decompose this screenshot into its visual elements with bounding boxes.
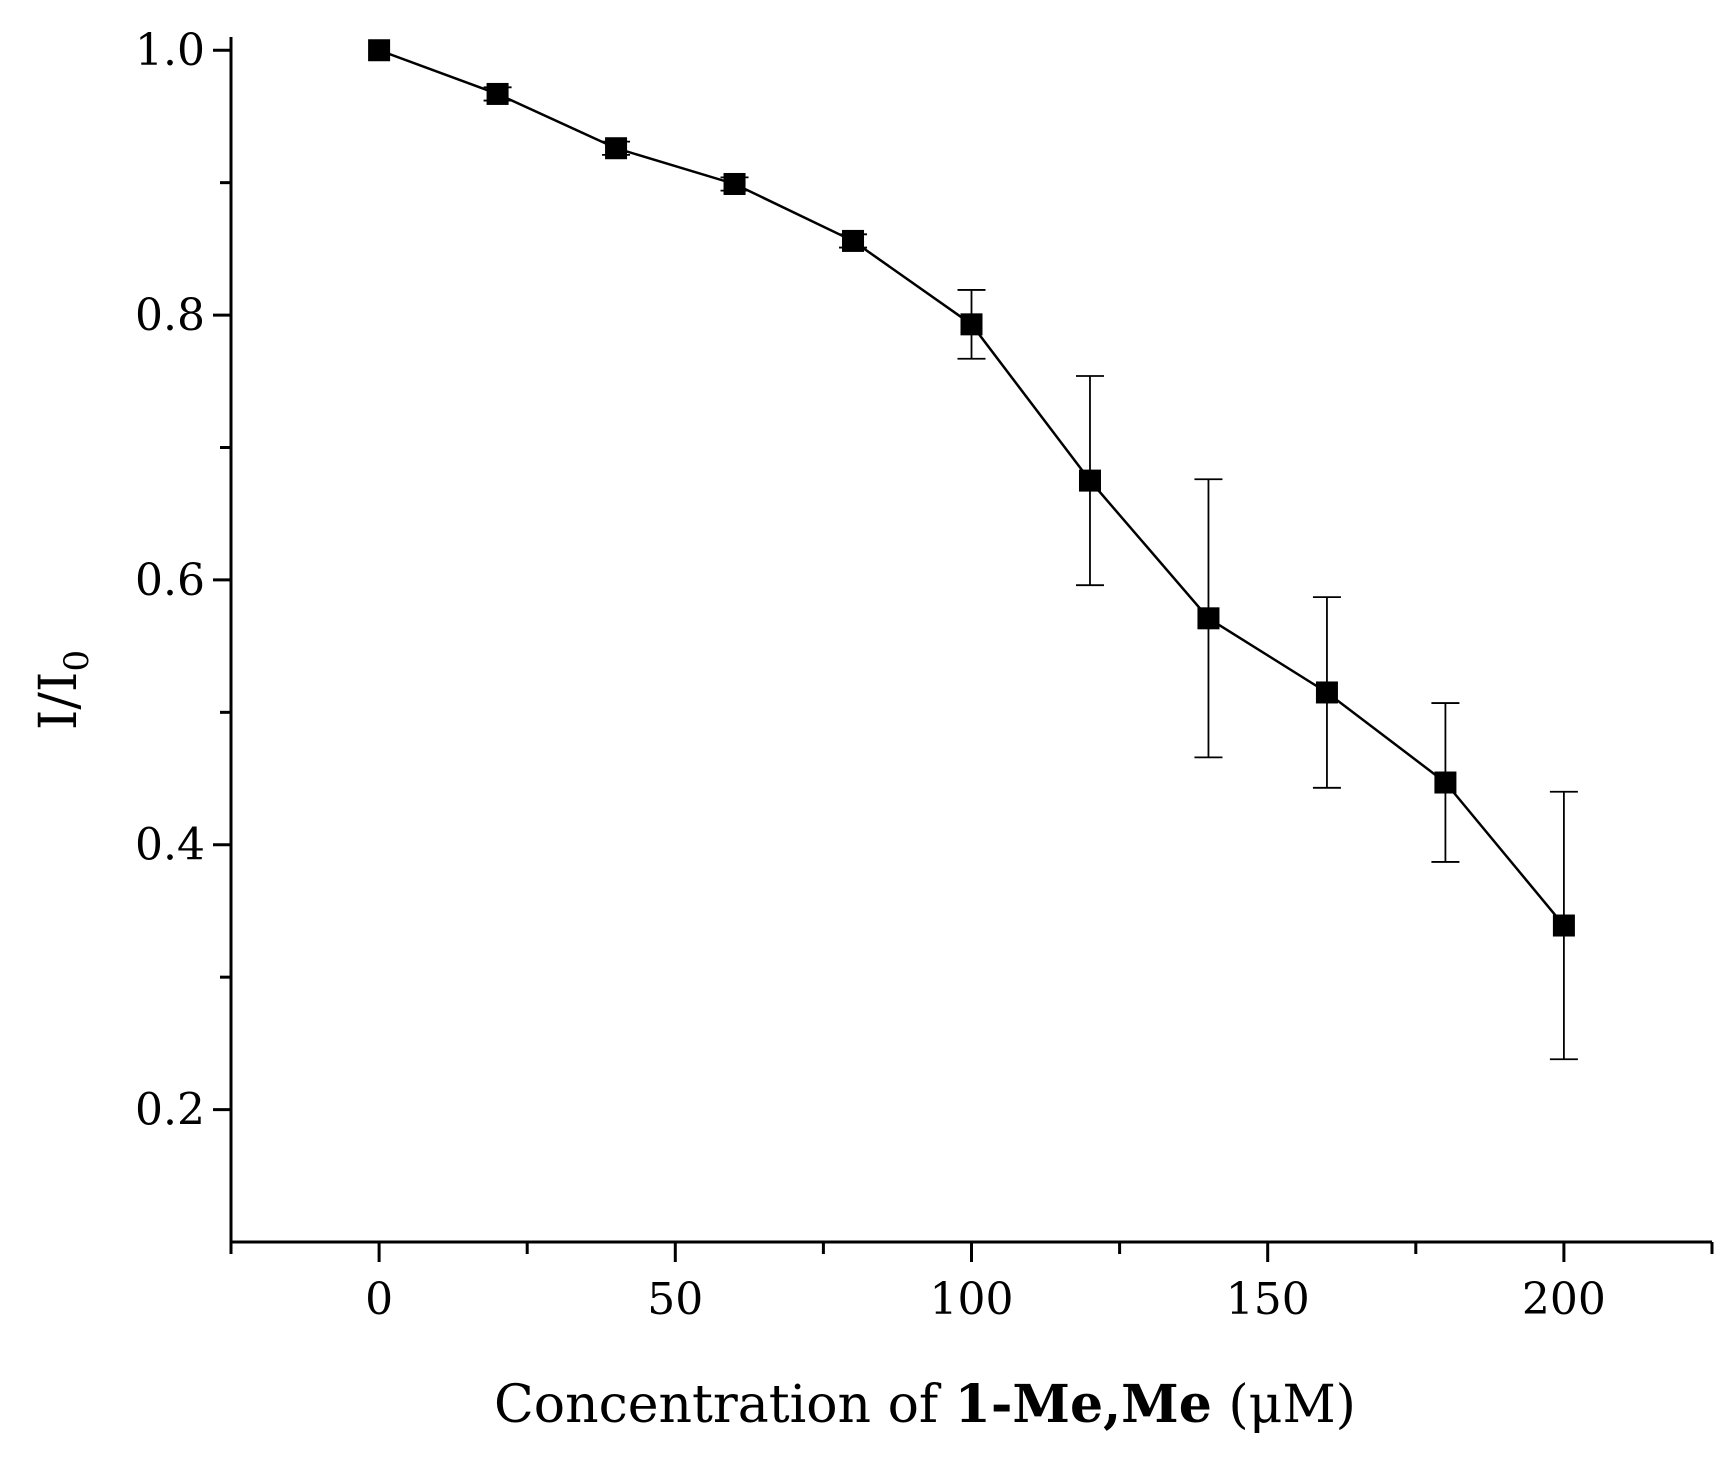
x-tick-label: 100: [930, 1274, 1014, 1325]
y-tick-label: 0.4: [135, 820, 205, 871]
data-point: [960, 313, 983, 336]
tick-group: 0 50 100 150 200 0.2 0.4 0.6 0.8 1.0: [135, 25, 1714, 1325]
y-axis-label: I/I0: [29, 650, 97, 730]
data-point: [1197, 607, 1220, 630]
y-tick-label: 0.2: [135, 1085, 205, 1136]
x-tick-label: 150: [1226, 1274, 1310, 1325]
x-axis-label: Concentration of 1-Me,Me (μM): [494, 1374, 1356, 1435]
axes: [229, 37, 1712, 1244]
data-point: [842, 229, 865, 252]
series-line: [378, 49, 1565, 927]
x-tick-label: 200: [1522, 1274, 1606, 1325]
data-point: [1552, 914, 1575, 937]
data-point: [605, 137, 628, 160]
data-point: [486, 82, 509, 105]
data-point: [368, 39, 391, 62]
data-point: [1078, 469, 1101, 492]
data-point: [1315, 681, 1338, 704]
y-tick-label: 0.8: [135, 290, 205, 341]
data-point: [1434, 771, 1457, 794]
plot-area: [368, 39, 1578, 1061]
y-tick-label: 0.6: [135, 555, 205, 606]
data-point: [723, 172, 746, 195]
x-tick-label: 50: [647, 1274, 703, 1325]
y-tick-label: 1.0: [135, 25, 205, 76]
x-tick-label: 0: [365, 1274, 393, 1325]
